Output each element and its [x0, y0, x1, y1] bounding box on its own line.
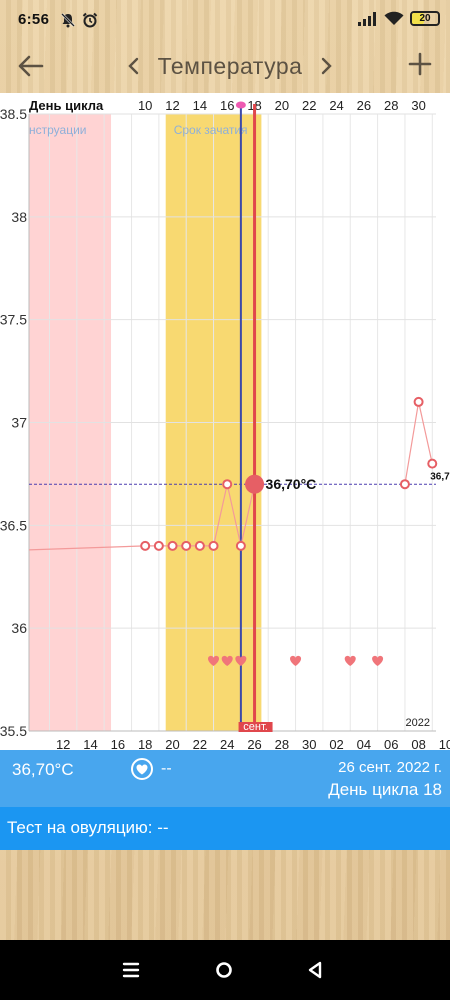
cycle-day-tick: 10 [138, 98, 152, 113]
date-tick: 14 [83, 737, 97, 750]
alarm-icon [82, 12, 98, 28]
sex-value: -- [161, 760, 172, 777]
cycle-day-tick: 30 [411, 98, 425, 113]
top-axis-band [0, 93, 450, 114]
app-bar: Температура [0, 40, 450, 92]
heart-marker [372, 655, 384, 666]
chart-canvas[interactable]: нструации Срок зачатия 38.5 38 37.5 37 36.5 36 3… [0, 93, 450, 752]
fertile-window-label: Срок зачатия [174, 123, 248, 137]
temperature-line-lead [28, 545, 146, 551]
temperature-point [153, 540, 164, 551]
cycle-day-tick: 16 [220, 98, 234, 113]
date-tick: 24 [220, 737, 234, 750]
home-icon[interactable] [212, 958, 236, 982]
back-icon[interactable] [303, 958, 327, 982]
date-tick: 08 [411, 737, 425, 750]
date-tick: 30 [302, 737, 316, 750]
selected-temperature-label: 36,70°C [266, 476, 317, 492]
month-label-bg [238, 722, 273, 732]
mute-icon [61, 13, 75, 28]
temperature-point [222, 479, 233, 490]
cycle-day-tick: 20 [275, 98, 289, 113]
y-tick-label: 36 [11, 620, 27, 636]
date-tick: 04 [357, 737, 371, 750]
chevron-right-icon[interactable] [318, 55, 334, 77]
temperature-point [235, 540, 246, 551]
top-axis-title: День цикла [29, 98, 104, 113]
temperature-point [399, 479, 410, 490]
heart-marker [344, 655, 356, 666]
date-tick: 22 [193, 737, 207, 750]
menstruation-label: нструации [29, 123, 86, 137]
date-tick: 06 [384, 737, 398, 750]
cycle-day-tick: 24 [329, 98, 343, 113]
heart-marker [235, 655, 247, 666]
ovulation-marker [235, 101, 246, 109]
temperature-point [140, 540, 151, 551]
date-tick: 16 [111, 737, 125, 750]
temperature-point [181, 540, 192, 551]
date-tick: 02 [329, 737, 343, 750]
status-bar: 6:56 20 [0, 0, 450, 40]
y-tick-label: 35.5 [0, 723, 27, 739]
selected-temperature: 36,70°C [12, 760, 74, 779]
y-tick-label: 38.5 [0, 106, 27, 122]
date-tick: 20 [165, 737, 179, 750]
system-nav-bar [0, 940, 450, 1000]
cycle-day: День цикла 18 [328, 780, 442, 799]
temperature-point [208, 540, 219, 551]
selected-date: 26 сент. 2022 г. [338, 759, 442, 776]
cycle-day-tick: 22 [302, 98, 316, 113]
cycle-day-tick: 12 [165, 98, 179, 113]
date-tick: 12 [56, 737, 70, 750]
menu-icon[interactable] [119, 958, 143, 982]
year-label: 2022 [406, 717, 430, 729]
temperature-point [413, 396, 424, 407]
empty-area [0, 850, 450, 940]
selected-temperature-point [245, 474, 265, 494]
battery-indicator: 20 [410, 11, 440, 26]
selected-day-info: 36,70°C -- 26 сент. 2022 г. День цикла 1… [0, 750, 450, 807]
cycle-day-tick: 14 [193, 98, 207, 113]
page-title: Температура [157, 52, 303, 79]
y-tick-label: 37 [11, 415, 27, 431]
date-tick: 28 [275, 737, 289, 750]
signal-icon [358, 11, 376, 26]
cycle-day-tick: 28 [384, 98, 398, 113]
plus-icon[interactable] [404, 48, 436, 80]
ovulation-test-label: Тест на овуляцию: -- [7, 818, 169, 837]
temperature-chart[interactable]: нструации Срок зачатия 38.5 38 37.5 37 36.5 36 3… [0, 93, 450, 752]
y-tick-label: 36.5 [0, 517, 27, 533]
month-label: сент. [243, 721, 268, 733]
temperature-point [194, 540, 205, 551]
chevron-left-icon[interactable] [126, 55, 142, 77]
heart-marker [290, 655, 302, 666]
heart-icon[interactable] [131, 758, 153, 780]
heart-marker [221, 655, 233, 666]
date-tick: 10 [439, 737, 450, 750]
y-tick-label: 37.5 [0, 312, 27, 328]
temperature-line [404, 401, 433, 485]
arrow-left-icon[interactable] [12, 50, 48, 82]
y-tick-label: 38 [11, 209, 27, 225]
status-time: 6:56 [18, 11, 50, 28]
cycle-day-tick: 26 [357, 98, 371, 113]
heart-marker [208, 655, 220, 666]
ovulation-test-row[interactable]: Тест на овуляцию: -- [0, 807, 450, 850]
temperature-point [427, 458, 438, 469]
wifi-icon [384, 11, 404, 25]
date-tick: 18 [138, 737, 152, 750]
last-value-label: 36,70 [430, 472, 450, 483]
date-tick: 26 [247, 737, 261, 750]
temperature-point [167, 540, 178, 551]
